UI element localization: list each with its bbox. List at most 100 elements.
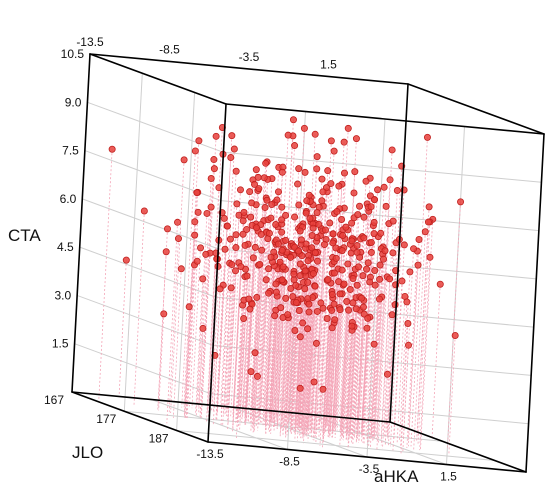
data-point [277,304,285,312]
data-point [393,187,401,195]
data-point [370,340,378,348]
data-point [202,250,210,258]
data-point [410,245,418,253]
data-stem [314,229,326,430]
data-stem [318,222,331,431]
data-point [315,220,323,228]
data-point [233,200,241,208]
data-point [251,349,259,357]
data-point [363,324,371,332]
data-stem [332,293,341,431]
data-stem [349,238,361,434]
data-stem [369,233,382,441]
data-point [338,266,346,274]
x-tick-label: -8.5 [279,455,300,469]
data-stem [227,270,236,420]
y-tick-label: 177 [96,412,116,426]
data-point [291,327,299,335]
frame-edge [71,53,91,393]
data-point [302,240,310,248]
data-point [351,168,359,176]
data-point [304,295,312,303]
data-stem [407,239,420,441]
y-tick-label: 167 [44,393,64,407]
data-stem [253,197,267,433]
data-point [304,257,312,265]
data-stem [362,222,375,436]
data-stem [319,280,328,425]
data-point [343,298,351,306]
data-stem [361,328,368,428]
data-stem [285,274,295,415]
data-stem [170,159,185,413]
frame-edge [207,103,227,443]
data-point [301,168,309,176]
data-point [272,280,280,288]
data-stem [299,282,309,421]
data-stem [325,186,340,433]
data-stem [376,149,393,442]
data-point [388,311,396,319]
data-point [193,257,201,265]
data-point [253,372,261,380]
data-point [140,207,148,215]
z-tick-label: 9.0 [65,95,82,109]
data-stem [236,229,248,417]
data-point [284,311,292,319]
data-point [232,244,240,252]
data-point [223,222,231,230]
data-point [348,322,356,330]
data-stem [189,261,198,407]
data-stem [376,223,390,450]
data-stem [386,270,397,434]
data-point [328,324,336,332]
data-stem [304,273,314,434]
data-stem [351,296,361,441]
data-stem [225,203,238,416]
data-point [330,269,338,277]
data-stem [342,289,351,436]
data-point [404,319,412,327]
data-point [389,249,397,257]
data-stem [277,269,286,416]
z-tick-label: 4.5 [57,240,74,254]
data-point [303,197,311,205]
data-point [311,282,319,290]
data-point [258,246,266,254]
data-stem [390,190,405,447]
data-stem [216,157,232,413]
x-tick-label: -13.5 [196,447,224,461]
data-point [301,267,309,275]
data-point [261,204,269,212]
data-point [210,165,218,173]
data-point [249,254,257,262]
data-stem [328,142,345,432]
data-point [263,196,271,204]
data-stem [325,247,337,428]
data-point [310,378,318,386]
data-point [301,285,309,293]
data-stem [340,138,357,428]
data-point [295,307,303,315]
data-point [313,257,321,265]
data-stem [249,224,262,421]
data-stem [419,257,431,451]
data-stem [98,149,113,401]
data-point [247,368,255,376]
data-stem [368,344,375,446]
x-tick-label: -3.5 [359,462,380,476]
data-point [279,263,287,271]
data-stem [291,227,303,420]
data-point [232,167,240,175]
data-point [352,305,360,313]
data-point [319,188,327,196]
data-point [203,209,211,217]
data-point [289,116,297,124]
data-point [207,203,215,211]
data-stem [266,226,279,427]
data-stem [339,244,351,433]
data-point [329,239,337,247]
data-stem [431,284,441,440]
frame-edge [225,103,545,135]
data-point [299,319,307,327]
